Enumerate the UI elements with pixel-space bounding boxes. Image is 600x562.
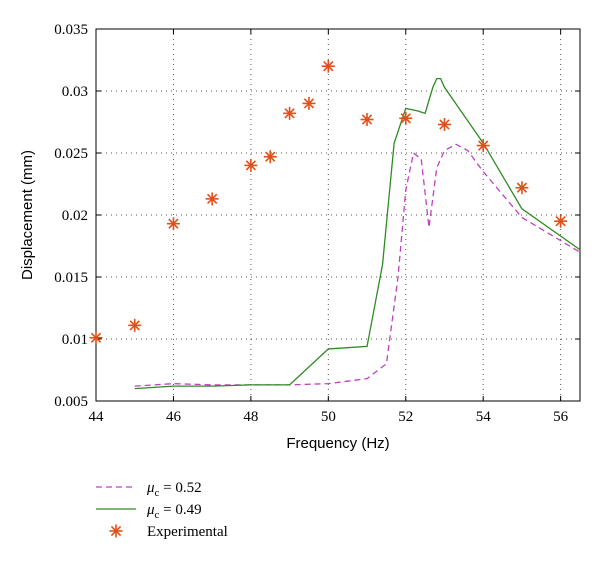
legend-eq: = — [159, 502, 175, 518]
x-tick-label: 50 — [321, 409, 336, 425]
legend-asterisk — [109, 524, 123, 538]
axis-ticks: 44 46 48 50 52 54 56 0.005 0.01 0.015 0.02 0.025 0.0… — [54, 22, 580, 425]
legend-label-experimental: Experimental — [147, 524, 228, 540]
legend-value: 0.52 — [175, 480, 201, 496]
legend-eq: = — [159, 480, 175, 496]
legend-label-series-2: μc = 0.49 — [146, 502, 202, 521]
y-tick-label: 0.015 — [54, 270, 88, 286]
experimental-point — [321, 59, 335, 73]
x-axis-title: Frequency (Hz) — [286, 435, 389, 452]
series-layer — [89, 59, 581, 390]
y-tick-label: 0.01 — [62, 332, 88, 348]
legend-item-experimental: Experimental — [109, 524, 228, 540]
y-tick-label: 0.03 — [62, 84, 88, 100]
x-tick-label: 48 — [243, 409, 258, 425]
legend-label-series-1: μc = 0.52 — [146, 480, 202, 499]
legend-symbol: μ — [146, 502, 155, 518]
legend-subscript: c — [155, 509, 160, 521]
experimental-point — [263, 150, 277, 164]
legend: μc = 0.52 μc = 0.49 Experimental — [96, 480, 228, 540]
plot-frame — [95, 28, 581, 402]
experimental-point — [302, 96, 316, 110]
legend-symbol: μ — [146, 480, 155, 496]
series-line-2 — [134, 77, 581, 390]
legend-subscript: c — [155, 487, 160, 499]
experimental-point — [399, 111, 413, 125]
legend-item-series-1: μc = 0.52 — [96, 480, 202, 499]
y-axis-title: Displacement (mm) — [19, 150, 36, 280]
experimental-point — [128, 318, 142, 332]
y-tick-label: 0.035 — [54, 22, 88, 38]
experimental-point — [476, 139, 490, 153]
experimental-point — [554, 214, 568, 228]
plot-area: 44 46 48 50 52 54 56 0.005 0.01 0.015 0.02 0.025 0.0… — [54, 22, 581, 425]
x-tick-label: 44 — [89, 409, 105, 425]
x-tick-label: 52 — [398, 409, 413, 425]
experimental-point — [283, 106, 297, 120]
legend-value: 0.49 — [175, 502, 201, 518]
y-tick-label: 0.02 — [62, 208, 88, 224]
x-tick-label: 54 — [476, 409, 492, 425]
legend-asterisk-marker — [109, 524, 123, 538]
experimental-point — [515, 181, 529, 195]
y-tick-label: 0.025 — [54, 146, 88, 162]
experimental-point — [437, 117, 451, 131]
experimental-point — [166, 217, 180, 231]
experimental-point — [360, 113, 374, 127]
x-tick-label: 56 — [553, 409, 569, 425]
experimental-point — [89, 331, 103, 345]
experimental-point — [244, 158, 258, 172]
experimental-point — [205, 192, 219, 206]
grid — [96, 29, 580, 401]
x-tick-label: 46 — [166, 409, 182, 425]
legend-item-series-2: μc = 0.49 — [96, 502, 202, 521]
y-tick-label: 0.005 — [54, 394, 88, 410]
